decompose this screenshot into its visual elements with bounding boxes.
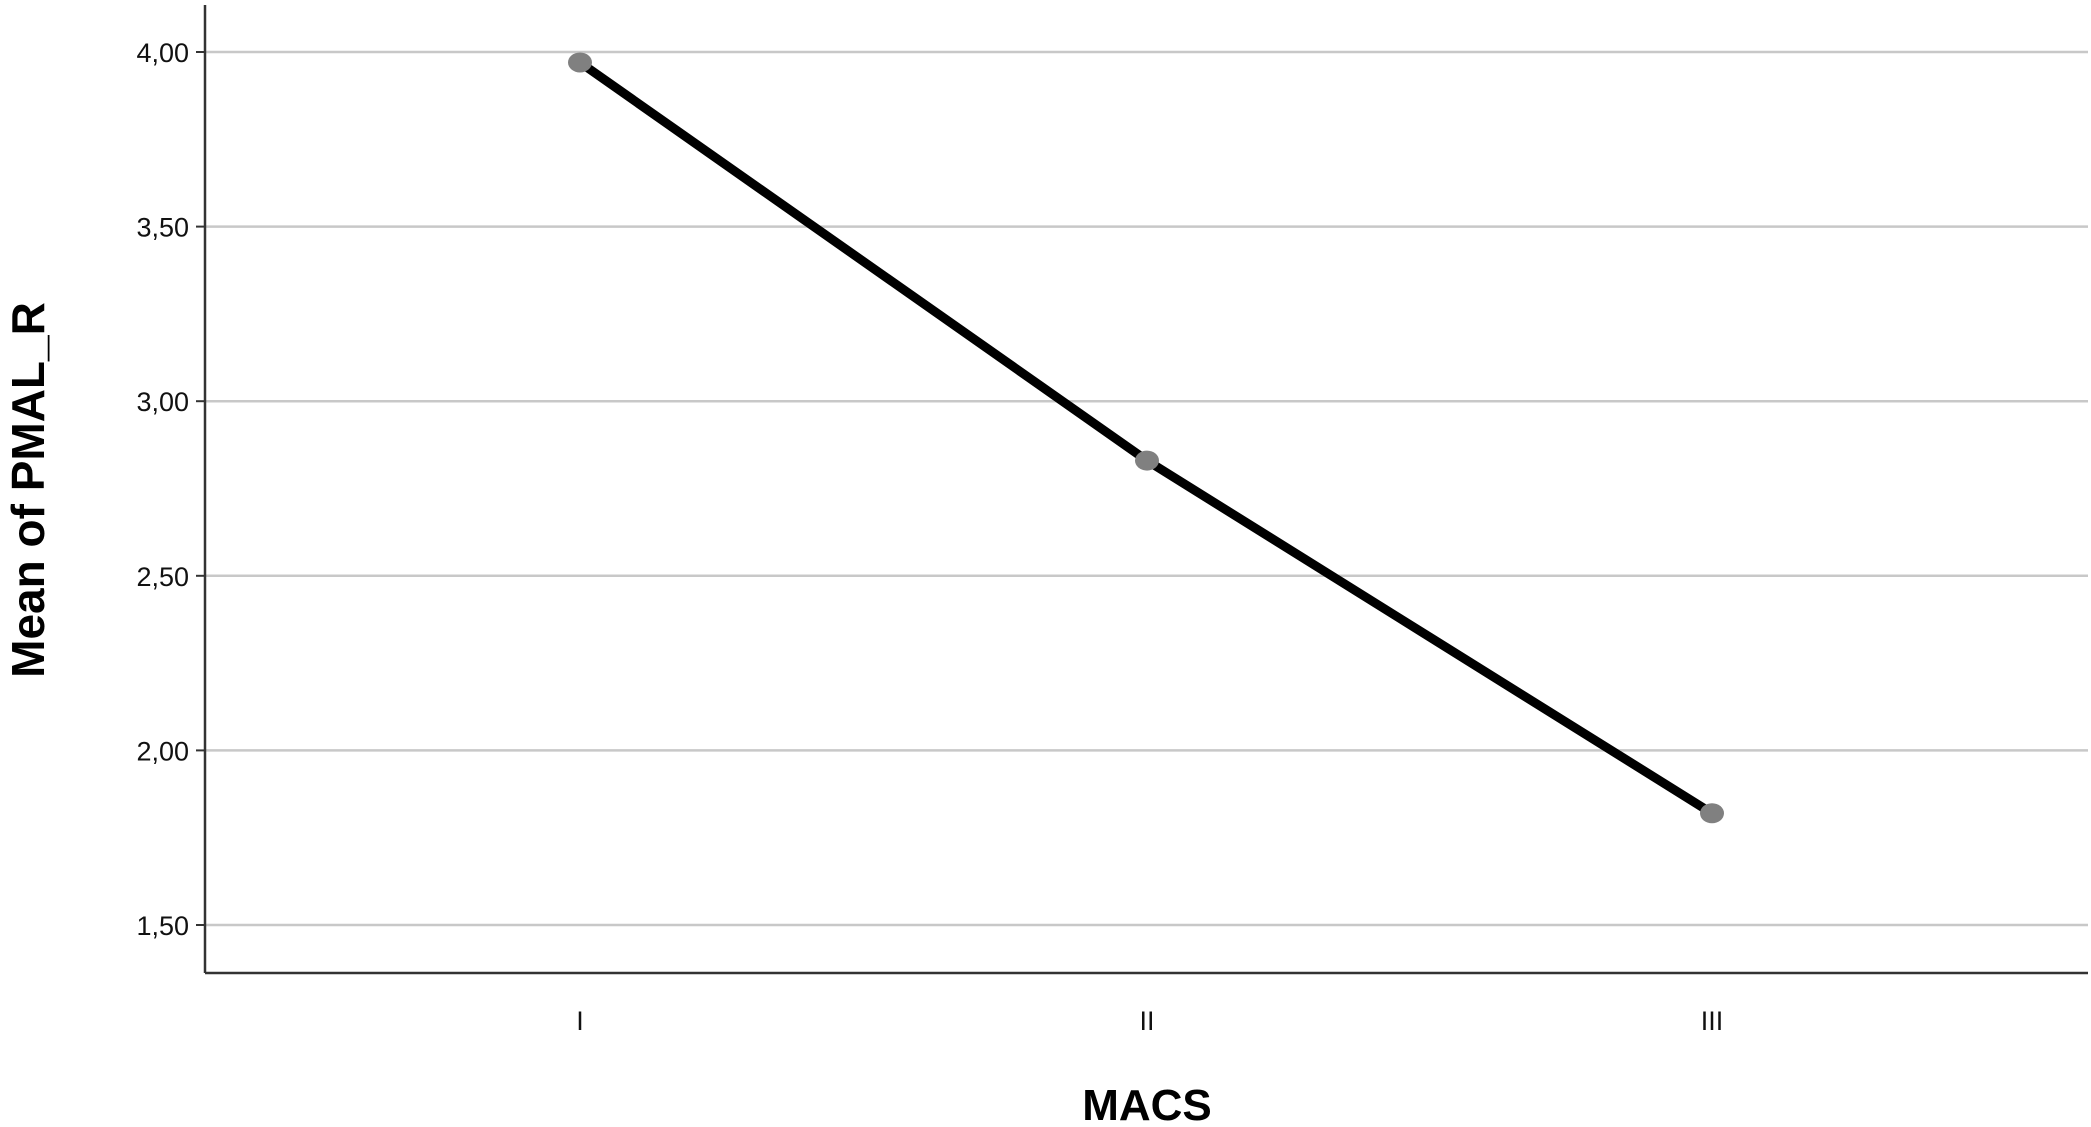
x-tick-label: III <box>1701 1006 1724 1036</box>
y-tick-label: 4,00 <box>136 38 189 68</box>
y-tick-labels: 1,50 2,00 2,50 3,00 3,50 4,00 <box>136 38 189 941</box>
y-axis-title: Mean of PMAL_R <box>2 302 54 678</box>
data-point <box>568 52 592 73</box>
y-tick-label: 3,00 <box>136 387 189 417</box>
y-tick-label: 2,50 <box>136 562 189 592</box>
data-points <box>568 52 1724 824</box>
x-tick-labels: I II III <box>576 1006 1723 1036</box>
x-axis-title: MACS <box>1082 1081 1212 1127</box>
axes <box>203 5 2088 975</box>
series-line <box>575 57 1717 818</box>
y-tick-label: 1,50 <box>136 911 189 941</box>
y-tick-label: 3,50 <box>136 213 189 243</box>
gridlines <box>196 50 2088 927</box>
series-line-group <box>575 57 1717 818</box>
x-tick-label: I <box>576 1006 584 1036</box>
data-point <box>1700 803 1724 824</box>
data-point <box>1135 450 1159 471</box>
y-tick-label: 2,00 <box>136 736 189 766</box>
x-tick-label: II <box>1139 1006 1154 1036</box>
